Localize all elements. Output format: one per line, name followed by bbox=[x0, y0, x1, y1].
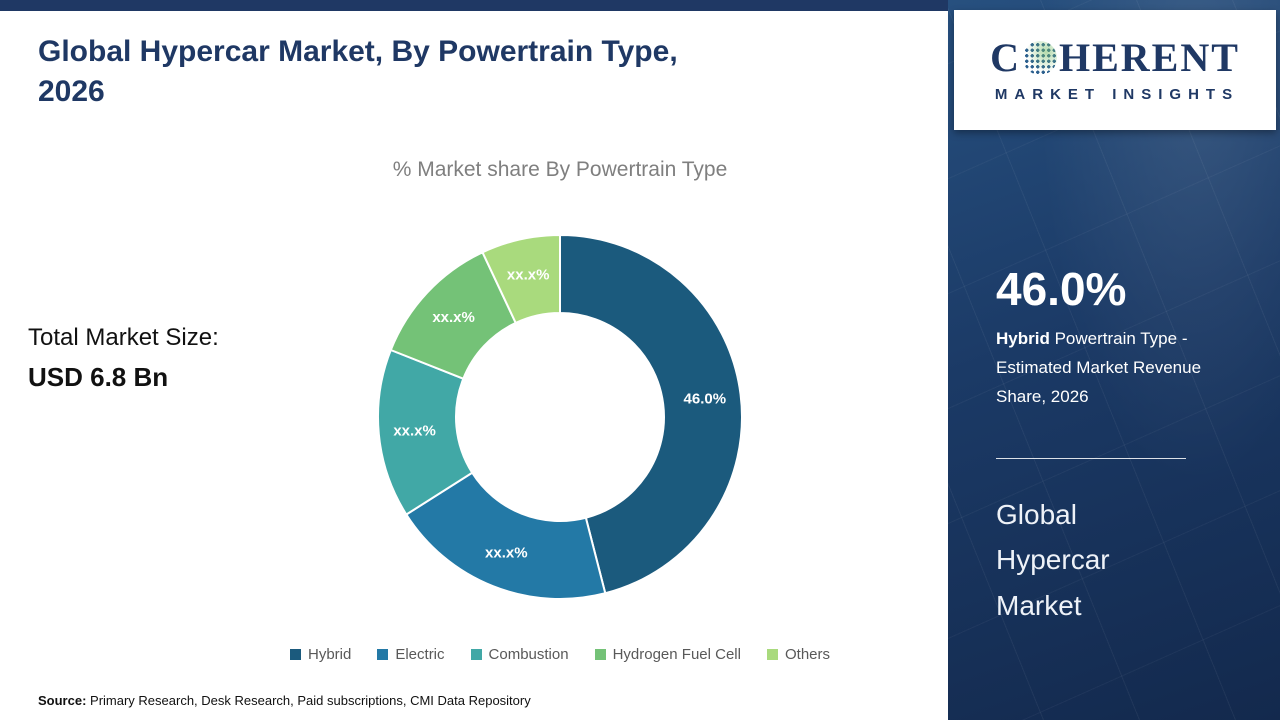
sidebar-panel: C HERENT MARKET INSIGHTS 46.0% Hybrid Po… bbox=[948, 0, 1280, 720]
logo: C HERENT MARKET INSIGHTS bbox=[954, 10, 1276, 130]
legend-item-others: Others bbox=[766, 646, 830, 663]
donut-segment-label-hydrogen-fuel-cell: xx.x% bbox=[432, 309, 475, 326]
source-text: Primary Research, Desk Research, Paid su… bbox=[86, 693, 531, 708]
donut-segment-others bbox=[481, 233, 561, 325]
legend-item-hydrogen-fuel-cell: Hydrogen Fuel Cell bbox=[594, 646, 741, 663]
divider-line bbox=[996, 458, 1186, 459]
highlight-value: 46.0% bbox=[996, 263, 1127, 315]
donut-segment-hybrid bbox=[559, 233, 743, 595]
legend-item-hybrid: Hybrid bbox=[289, 646, 352, 663]
total-market-size-label: Total Market Size: bbox=[28, 324, 219, 351]
legend-item-electric: Electric bbox=[377, 646, 445, 663]
source-label: Source: bbox=[38, 693, 87, 708]
logo-text-prefix: C bbox=[990, 34, 1021, 80]
donut-segment-label-combustion: xx.x% bbox=[393, 423, 436, 440]
market-name: Global Hypercar Market bbox=[996, 499, 1110, 621]
legend-swatch-icon bbox=[470, 649, 482, 660]
total-market-size: Total Market Size: USD 6.8 Bn bbox=[28, 324, 219, 393]
legend-label: Hybrid bbox=[307, 646, 352, 663]
legend-item-combustion: Combustion bbox=[470, 646, 569, 663]
donut-segment-label-hybrid: 46.0% bbox=[684, 391, 727, 408]
legend-swatch-icon bbox=[377, 649, 389, 660]
highlight-description-bold: Hybrid bbox=[996, 329, 1050, 348]
logo-tagline: MARKET INSIGHTS bbox=[994, 85, 1240, 103]
legend-swatch-icon bbox=[766, 649, 778, 660]
legend-swatch-icon bbox=[289, 649, 301, 660]
highlight-description: Hybrid Powertrain Type - Estimated Marke… bbox=[996, 324, 1210, 412]
logo-wordmark: C HERENT bbox=[990, 34, 1240, 80]
donut-segment-label-others: xx.x% bbox=[507, 267, 550, 284]
total-market-size-value: USD 6.8 Bn bbox=[28, 362, 169, 392]
chart-title: % Market share By Powertrain Type bbox=[392, 158, 728, 181]
donut-segment-electric bbox=[404, 471, 607, 600]
legend-label: Electric bbox=[395, 646, 445, 663]
legend-swatch-icon bbox=[594, 649, 606, 660]
legend-label: Combustion bbox=[488, 646, 569, 663]
globe-dots-icon bbox=[1022, 40, 1057, 75]
donut-chart: 46.0% xx.x% xx.x% xx.x% xx.x% bbox=[377, 233, 743, 600]
page-title: Global Hypercar Market, By Powertrain Ty… bbox=[38, 32, 898, 111]
chart-legend: Hybrid Electric Combustion Hydrogen Fuel Ce… bbox=[140, 646, 980, 663]
highlight-description-rest: Powertrain Type - Estimated Market Reven… bbox=[996, 329, 1202, 407]
legend-label: Hydrogen Fuel Cell bbox=[612, 646, 741, 663]
logo-text-rest: HERENT bbox=[1058, 34, 1240, 80]
page-title-line2: 2026 bbox=[38, 74, 105, 108]
legend-label: Others bbox=[784, 646, 830, 663]
page-title-line1: Global Hypercar Market, By Powertrain Ty… bbox=[38, 35, 678, 68]
top-accent-bar bbox=[0, 0, 948, 11]
source-line: Source: Primary Research, Desk Research,… bbox=[38, 693, 531, 708]
donut-segment-label-electric: xx.x% bbox=[485, 545, 528, 562]
